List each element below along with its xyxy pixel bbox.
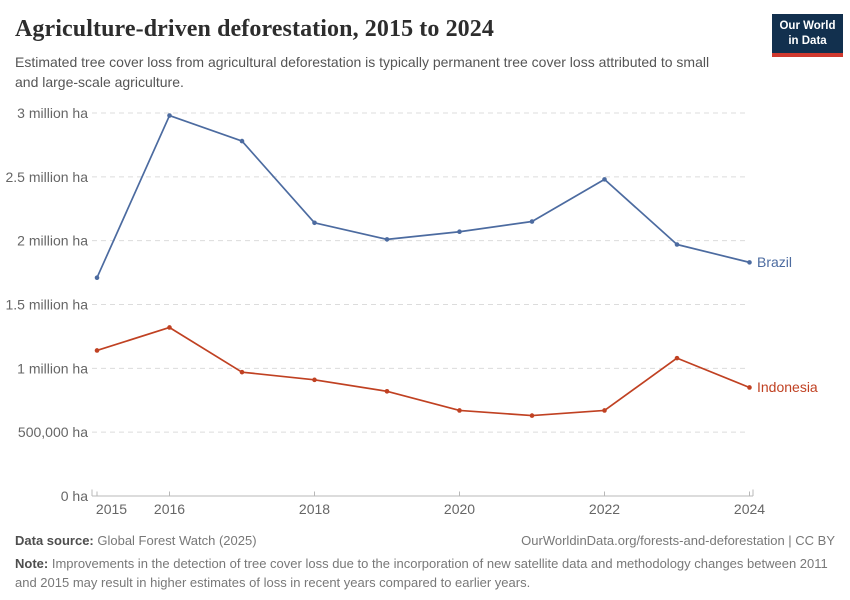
data-point-brazil-2016[interactable] [167, 113, 172, 118]
data-point-brazil-2019[interactable] [384, 237, 390, 242]
data-point-indonesia-2017[interactable] [239, 369, 245, 375]
data-point-brazil-2024[interactable] [747, 260, 752, 265]
footer-note: Note: Improvements in the detection of t… [15, 555, 835, 593]
data-point-indonesia-2016[interactable] [167, 325, 172, 330]
series-line-indonesia[interactable] [96, 326, 751, 417]
y-tick-label: 0 ha [61, 488, 88, 504]
data-point-indonesia-2023[interactable] [674, 355, 680, 361]
data-point-indonesia-2021[interactable] [529, 413, 535, 418]
owid-link[interactable]: OurWorldinData.org/forests-and-deforesta… [521, 533, 835, 548]
x-tick-label: 2024 [734, 501, 765, 517]
data-point-indonesia-2015[interactable] [94, 348, 100, 353]
data-source-label: Data source: [15, 533, 94, 548]
series-line-brazil[interactable] [96, 114, 751, 279]
data-point-brazil-2021[interactable] [529, 219, 535, 224]
data-point-brazil-2018[interactable] [312, 220, 317, 226]
data-point-indonesia-2019[interactable] [384, 389, 390, 394]
data-point-brazil-2015[interactable] [94, 275, 100, 280]
x-tick-label: 2022 [589, 501, 620, 517]
data-point-brazil-2023[interactable] [674, 242, 680, 247]
data-source-value: Global Forest Watch (2025) [93, 533, 257, 548]
footer-row: Data source: Global Forest Watch (2025) … [15, 533, 835, 548]
data-source-line: Data source: Global Forest Watch (2025) [15, 533, 257, 548]
data-point-indonesia-2022[interactable] [602, 408, 607, 413]
footer: Data source: Global Forest Watch (2025) … [15, 533, 835, 593]
note-value: Improvements in the detection of tree co… [15, 556, 828, 590]
data-point-indonesia-2024[interactable] [747, 385, 752, 390]
y-tick-label: 1.5 million ha [6, 297, 89, 313]
data-point-brazil-2022[interactable] [602, 177, 607, 182]
y-tick-label: 500,000 ha [18, 424, 88, 440]
note-label: Note: [15, 556, 49, 571]
series-label-brazil[interactable]: Brazil [757, 254, 792, 270]
chart-subtitle: Estimated tree cover loss from agricultu… [15, 54, 710, 91]
x-tick-label: 2015 [96, 501, 127, 517]
data-point-indonesia-2018[interactable] [312, 377, 317, 383]
x-tick-label: 2016 [154, 501, 185, 517]
y-tick-label: 2 million ha [17, 233, 88, 249]
data-point-indonesia-2020[interactable] [457, 408, 462, 413]
series-label-indonesia[interactable]: Indonesia [757, 379, 818, 395]
owid-logo-line1: Our World [779, 20, 836, 32]
line-chart[interactable]: 0 ha 500,000 ha 1 million ha 1.5 million ha… [0, 0, 850, 530]
owid-logo[interactable]: Our World in Data [772, 14, 843, 57]
data-point-brazil-2020[interactable] [457, 229, 462, 235]
x-tick-label: 2018 [299, 501, 330, 517]
data-point-brazil-2017[interactable] [239, 138, 245, 144]
page-title: Agriculture-driven deforestation, 2015 t… [15, 16, 494, 42]
x-tick-label: 2020 [444, 501, 475, 517]
y-tick-label: 1 million ha [17, 360, 88, 376]
owid-logo-line2: in Data [788, 34, 827, 47]
y-tick-label: 3 million ha [17, 105, 88, 121]
y-tick-label: 2.5 million ha [6, 169, 89, 185]
